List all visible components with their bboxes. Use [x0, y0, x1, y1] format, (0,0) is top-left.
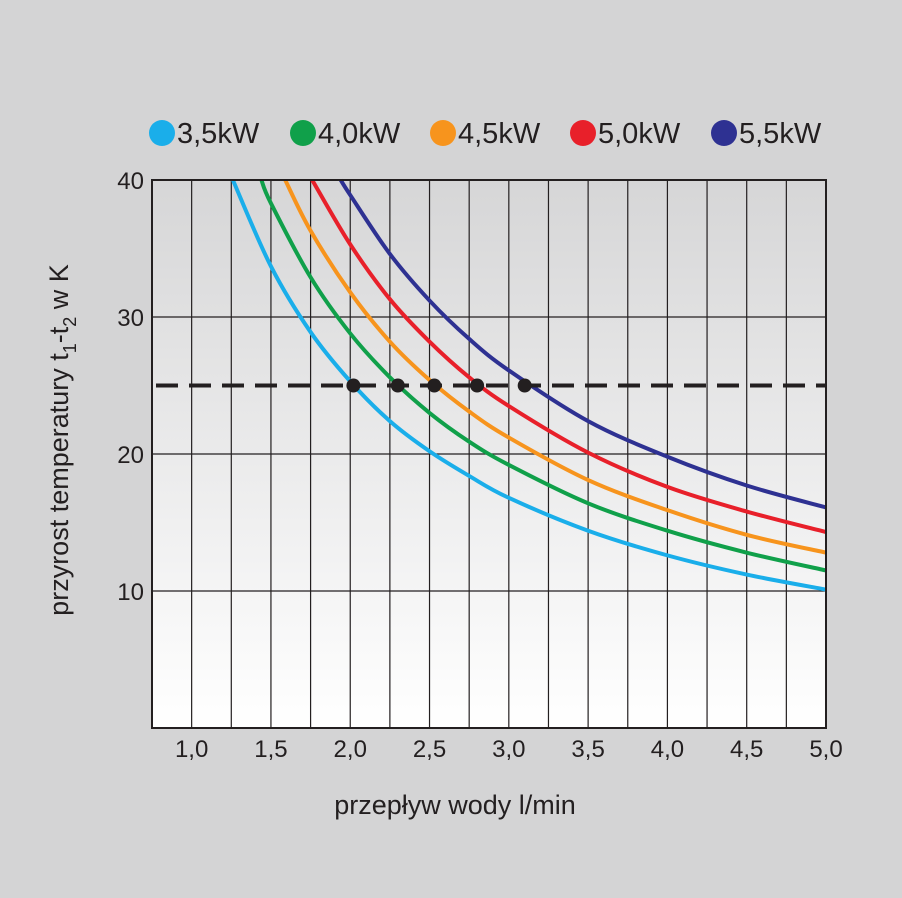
y-tick-labels: 10 20 30 40: [117, 168, 144, 606]
y-tick-label: 40: [117, 168, 144, 195]
series-curves: [231, 178, 827, 592]
y-tick-label: 10: [117, 579, 144, 606]
y-tick-label: 30: [117, 305, 144, 332]
legend-label-2: 4,5kW: [458, 118, 541, 150]
x-tick-labels: 1,0 1,5 2,0 2,5 3,0 3,5 4,0 4,5 5,0: [175, 736, 843, 763]
legend: 3,5kW 4,0kW 4,5kW 5,0kW 5,5kW: [149, 118, 822, 150]
series-line-2: [283, 179, 827, 555]
legend-marker-0: [149, 120, 175, 146]
y-tick-label: 20: [117, 442, 144, 469]
legend-label-4: 5,5kW: [739, 118, 822, 150]
series-line-0: [231, 179, 827, 592]
plot-frame: [151, 179, 827, 729]
series-line-4: [339, 178, 827, 510]
x-tick-label: 3,5: [571, 736, 604, 763]
x-tick-label: 2,5: [413, 736, 446, 763]
x-tick-label: 4,5: [730, 736, 763, 763]
legend-label-3: 5,0kW: [598, 118, 681, 150]
legend-label-1: 4,0kW: [318, 118, 401, 150]
series-line-3: [310, 178, 827, 535]
legend-label-0: 3,5kW: [177, 118, 260, 150]
marker-point-2: [427, 378, 442, 393]
marker-point-4: [517, 378, 532, 393]
x-tick-label: 5,0: [809, 736, 842, 763]
x-tick-label: 4,0: [651, 736, 684, 763]
legend-marker-1: [290, 120, 316, 146]
legend-marker-4: [711, 120, 737, 146]
x-axis-label: przepływ wody l/min: [334, 790, 576, 820]
legend-marker-2: [430, 120, 456, 146]
x-tick-label: 1,5: [254, 736, 287, 763]
y-axis-label: przyrost temperatury t1-t2 w K: [44, 264, 80, 616]
legend-marker-3: [570, 120, 596, 146]
marker-point-1: [390, 378, 405, 393]
x-tick-label: 1,0: [175, 736, 208, 763]
series-line-1: [259, 179, 827, 573]
x-tick-label: 3,0: [492, 736, 525, 763]
marker-point-0: [346, 378, 361, 393]
marker-point-3: [470, 378, 485, 393]
markers: [346, 378, 532, 393]
x-tick-label: 2,0: [334, 736, 367, 763]
